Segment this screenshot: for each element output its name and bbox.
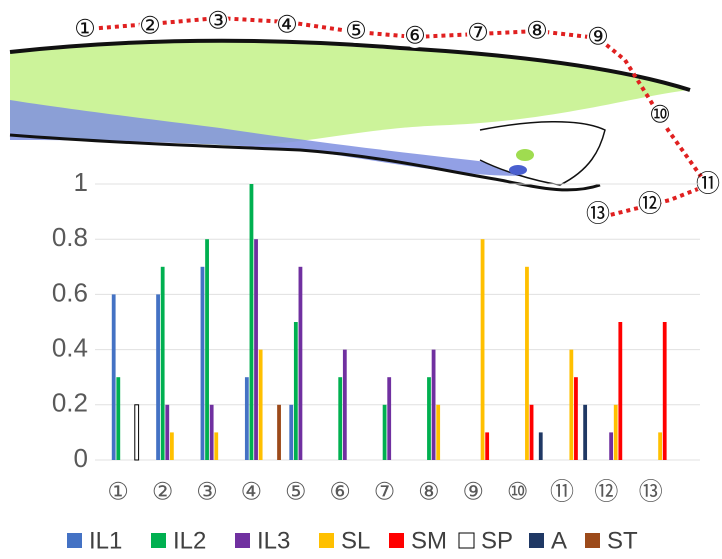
bar — [485, 432, 489, 460]
y-tick-label: 0.6 — [52, 277, 88, 307]
x-tick-label: ⑦ — [374, 478, 396, 505]
bar — [299, 267, 303, 460]
y-tick-label: 0 — [74, 443, 88, 473]
bar — [259, 350, 263, 460]
bar — [214, 432, 218, 460]
marker-label: ⑬ — [586, 200, 610, 227]
marker-label: ⑥ — [404, 22, 426, 49]
bar — [135, 405, 139, 460]
legend-swatch — [235, 533, 250, 548]
marker-label: ⑫ — [638, 190, 662, 217]
bar — [116, 377, 120, 460]
bar — [436, 405, 440, 460]
bar — [658, 432, 662, 460]
bar — [614, 405, 618, 460]
x-tick-label: ⑪ — [550, 478, 574, 505]
x-tick-label: ⑩ — [507, 478, 529, 505]
bar — [112, 294, 116, 460]
bar — [663, 322, 667, 460]
bar — [427, 377, 431, 460]
bar — [254, 239, 258, 460]
marker-label: ⑦ — [467, 19, 489, 46]
marker-label: ④ — [276, 11, 298, 38]
legend-swatch — [529, 533, 544, 548]
legend-swatch — [67, 533, 82, 548]
marker-label: ⑩ — [649, 101, 671, 128]
bar — [525, 267, 529, 460]
bar — [574, 377, 578, 460]
legend-swatch — [585, 533, 600, 548]
bar — [294, 322, 298, 460]
x-tick-label: ⑫ — [594, 478, 618, 505]
legend-swatch — [459, 533, 474, 548]
x-tick-label: ⑤ — [285, 478, 307, 505]
legend-swatch — [151, 533, 166, 548]
x-tick-label: ⑨ — [463, 478, 485, 505]
legend-label: SP — [481, 527, 513, 554]
bar — [609, 432, 613, 460]
marker-label: ③ — [207, 7, 229, 34]
bar — [530, 405, 534, 460]
marker-label: ⑨ — [587, 23, 609, 50]
legend-label: IL2 — [173, 527, 206, 554]
bar — [210, 405, 214, 460]
legend-label: ST — [607, 527, 638, 554]
marker-label: ⑧ — [526, 17, 548, 44]
bar — [245, 377, 249, 460]
bar — [481, 239, 485, 460]
figure: ①②③④⑤⑥⑦⑧⑨⑩⑪⑫⑬ 00.20.40.60.81①②③④⑤⑥⑦⑧⑨⑩⑪⑫… — [0, 0, 722, 559]
bar — [387, 377, 391, 460]
bar — [343, 350, 347, 460]
marker-label: ⑤ — [345, 17, 367, 44]
bar — [583, 405, 587, 460]
bar — [161, 267, 165, 460]
y-tick-label: 0.2 — [52, 388, 88, 418]
x-tick-label: ⑥ — [329, 478, 351, 505]
legend-label: IL1 — [89, 527, 122, 554]
bar — [201, 267, 205, 460]
bar — [170, 432, 174, 460]
bar — [383, 405, 387, 460]
bar — [277, 405, 281, 460]
bar — [338, 377, 342, 460]
y-tick-label: 1 — [74, 167, 88, 197]
bar — [156, 294, 160, 460]
marker-label: ① — [74, 15, 96, 42]
legend-swatch — [389, 533, 404, 548]
legend-swatch — [319, 533, 334, 548]
x-tick-label: ⑬ — [639, 478, 663, 505]
x-tick-label: ② — [152, 478, 174, 505]
bar — [250, 184, 254, 460]
legend-label: SM — [411, 527, 447, 554]
y-tick-label: 0.8 — [52, 222, 88, 252]
bar — [165, 405, 169, 460]
marker-label: ② — [139, 12, 161, 39]
legend-label: SL — [341, 527, 370, 554]
x-tick-label: ⑧ — [418, 478, 440, 505]
y-tick-label: 0.4 — [52, 332, 88, 362]
bar — [539, 432, 543, 460]
legend-label: IL3 — [257, 527, 290, 554]
legend-label: A — [551, 527, 567, 554]
x-tick-label: ① — [107, 478, 129, 505]
bar — [432, 350, 436, 460]
x-tick-label: ③ — [196, 478, 218, 505]
bar — [205, 239, 209, 460]
bar — [289, 405, 293, 460]
bar — [618, 322, 622, 460]
x-tick-label: ④ — [241, 478, 263, 505]
bar — [569, 350, 573, 460]
